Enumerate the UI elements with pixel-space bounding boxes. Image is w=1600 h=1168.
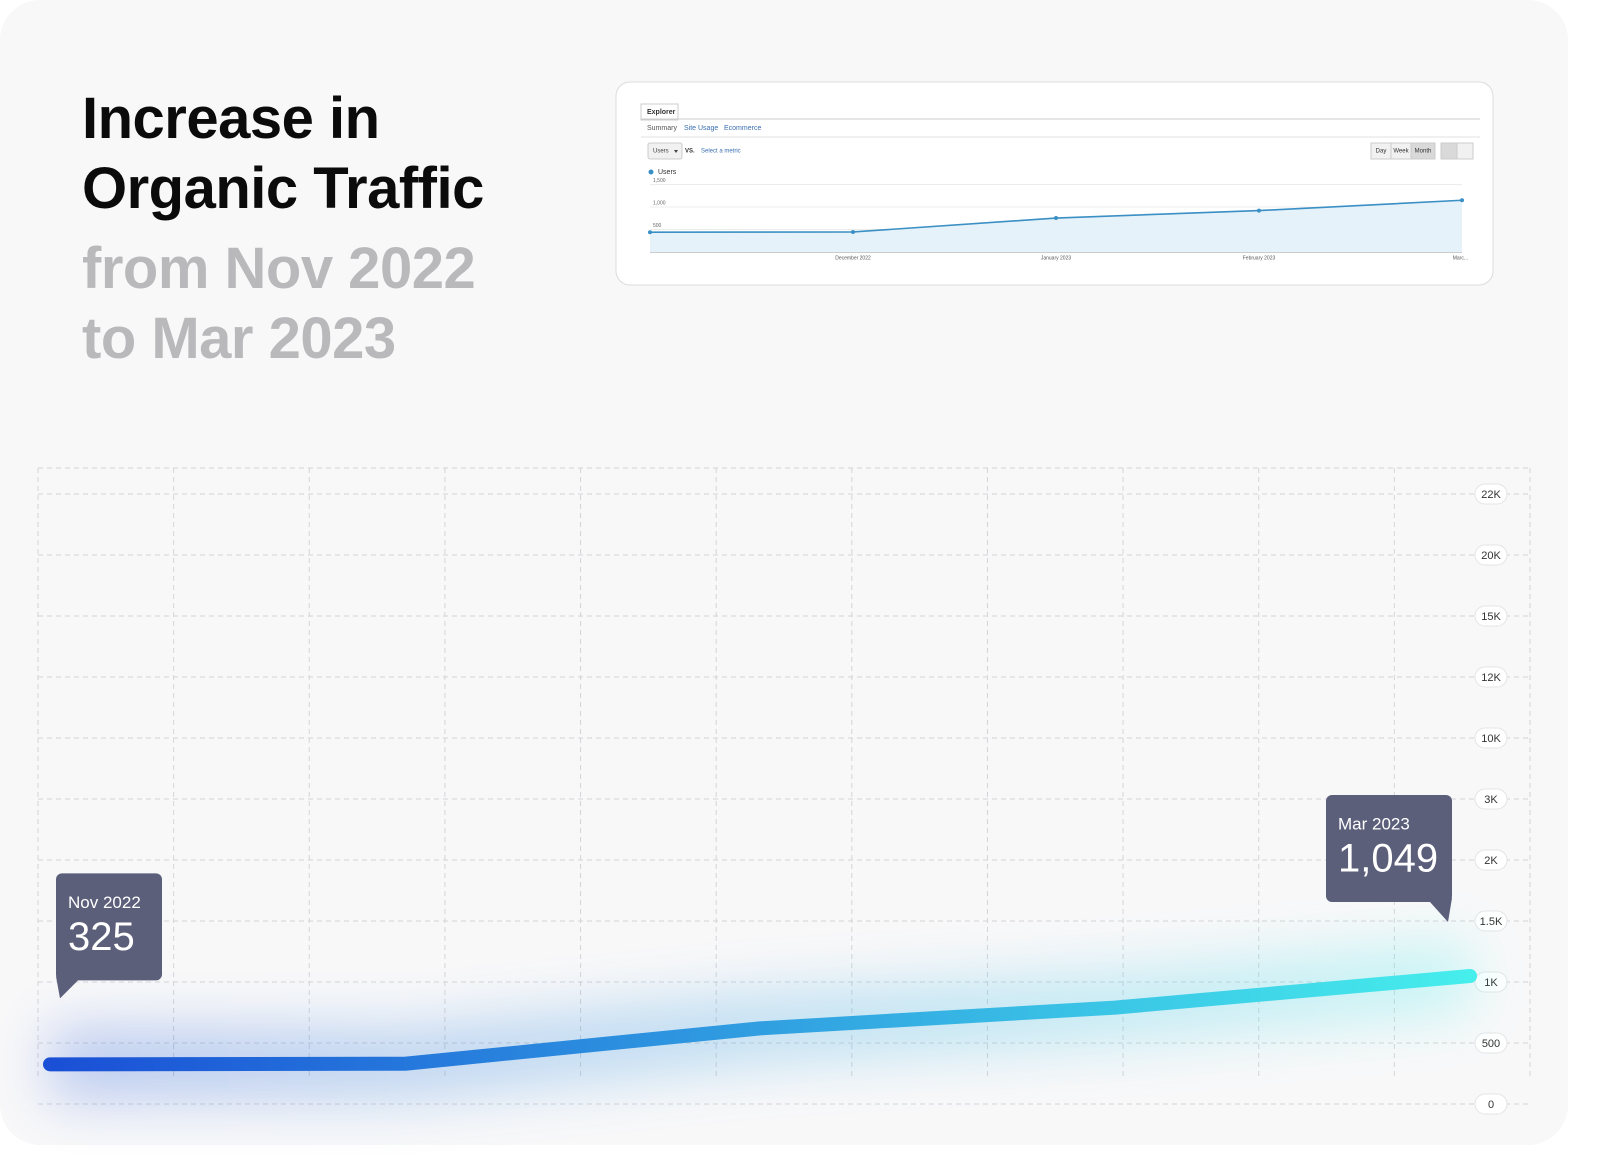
heading: Increase in Organic Traffic from Nov 202… <box>82 84 522 374</box>
y-tick-label: 1,500 <box>653 178 666 184</box>
subtab: Summary <box>647 125 677 132</box>
period-label: Week <box>1393 149 1409 155</box>
y-tick-label: 1,000 <box>653 200 666 206</box>
y-tick-label: 20K <box>1481 550 1501 562</box>
callout-tail <box>56 976 78 999</box>
tick-pill <box>1474 483 1508 505</box>
subtab: Ecommerce <box>724 125 761 132</box>
callout-value: 325 <box>68 915 135 959</box>
tick-pill <box>1474 788 1508 810</box>
vs-label: VS. <box>685 149 695 155</box>
subtab: Site Usage <box>684 125 718 132</box>
legend-dot <box>648 169 654 175</box>
callout-date: Nov 2022 <box>68 893 141 912</box>
y-tick-label: 15K <box>1481 611 1501 623</box>
y-tick-label: 10K <box>1481 733 1501 745</box>
area <box>650 200 1462 252</box>
y-tick-label: 0 <box>1488 1099 1494 1111</box>
tick-pill <box>1474 910 1508 932</box>
callout <box>56 873 162 981</box>
x-tick-label: December 2022 <box>835 255 871 261</box>
point <box>1054 216 1058 221</box>
point <box>648 230 652 235</box>
tick-pill <box>1474 1032 1508 1054</box>
tick-pill <box>1474 727 1508 749</box>
period-label: Day <box>1376 149 1387 155</box>
tick-pill <box>1474 971 1508 993</box>
y-tick-label: 3K <box>1484 794 1498 806</box>
line <box>43 969 1477 1072</box>
y-tick-label: 22K <box>1481 489 1501 501</box>
y-tick-label: 2K <box>1484 855 1498 867</box>
tab-label: Explorer <box>647 109 676 116</box>
y-tick-label: 500 <box>653 223 662 229</box>
period-button <box>1410 142 1436 160</box>
x-tick-label: Marc... <box>1453 255 1468 261</box>
callout-date: Mar 2023 <box>1338 815 1410 834</box>
legend-label: Users <box>658 169 677 176</box>
y-tick-label: 500 <box>1482 1038 1500 1050</box>
dropdown-arrow <box>674 150 678 153</box>
x-tick-label: February 2023 <box>1243 255 1276 261</box>
tick-pill <box>1474 544 1508 566</box>
x-tick-label: January 2023 <box>1041 255 1072 261</box>
callout-value: 1,049 <box>1338 837 1438 881</box>
point <box>1257 208 1261 213</box>
tick-pill <box>1474 849 1508 871</box>
tick-pill <box>1474 666 1508 688</box>
tab <box>640 103 679 121</box>
period-label: Month <box>1415 149 1432 155</box>
tick-pill <box>1474 1093 1508 1115</box>
subtitle: from Nov 2022 to Mar 2023 <box>82 236 476 371</box>
callout-tail <box>1430 898 1452 923</box>
chart-icon <box>1456 142 1474 160</box>
tick-pill <box>1474 605 1508 627</box>
chart-icon <box>1440 142 1458 160</box>
y-tick-label: 12K <box>1481 672 1501 684</box>
point <box>851 229 855 234</box>
callout <box>1326 795 1452 903</box>
metric-dropdown <box>647 142 683 160</box>
metric-label: Users <box>653 149 669 155</box>
select-metric: Select a metric <box>701 149 741 155</box>
title: Increase in Organic Traffic <box>82 86 484 221</box>
y-tick-label: 1.5K <box>1480 916 1503 928</box>
point <box>1460 198 1464 203</box>
y-tick-label: 1K <box>1484 977 1498 989</box>
